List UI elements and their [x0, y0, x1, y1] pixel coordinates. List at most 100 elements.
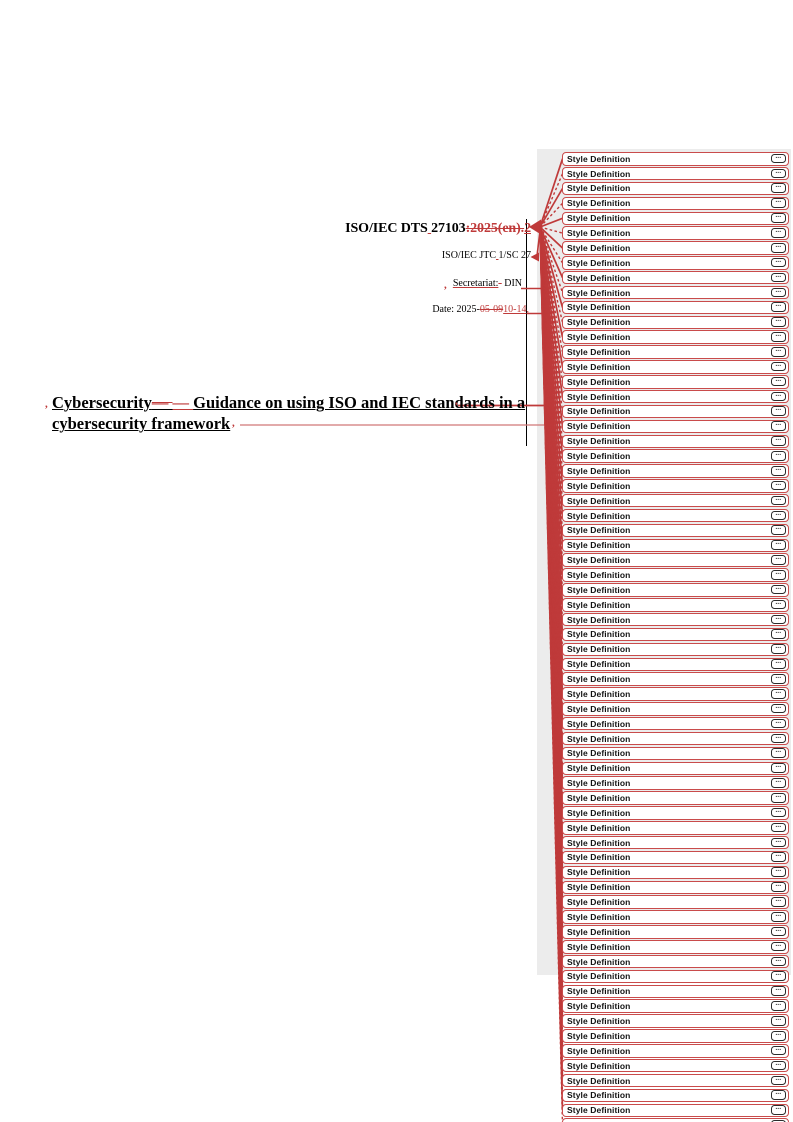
style-definition-balloon[interactable]: Style Definition...	[562, 1044, 789, 1058]
balloon-more-button[interactable]: ...	[771, 986, 786, 996]
balloon-more-button[interactable]: ...	[771, 242, 786, 253]
balloon-more-button[interactable]: ...	[771, 644, 786, 654]
style-definition-balloon[interactable]: Style Definition...	[562, 880, 789, 895]
style-definition-balloon[interactable]: Style Definition...	[562, 300, 789, 315]
balloon-more-button[interactable]: ...	[771, 1075, 786, 1086]
balloon-more-button[interactable]: ...	[771, 703, 786, 714]
balloon-more-button[interactable]: ...	[771, 792, 786, 803]
balloon-more-button[interactable]: ...	[771, 198, 786, 208]
style-definition-balloon[interactable]: Style Definition...	[562, 434, 789, 449]
balloon-more-button[interactable]: ...	[771, 748, 786, 759]
style-definition-balloon[interactable]: Style Definition...	[562, 226, 789, 240]
style-definition-balloon[interactable]: Style Definition...	[562, 612, 789, 627]
balloon-more-button[interactable]: ...	[771, 867, 786, 877]
balloon-more-button[interactable]: ...	[771, 525, 786, 536]
balloon-more-button[interactable]: ...	[771, 554, 786, 565]
style-definition-balloon[interactable]: Style Definition...	[562, 345, 789, 359]
balloon-more-button[interactable]: ...	[771, 1060, 786, 1071]
balloon-more-button[interactable]: ...	[771, 584, 786, 595]
style-definition-balloon[interactable]: Style Definition...	[562, 598, 789, 612]
style-definition-balloon[interactable]: Style Definition...	[562, 1014, 789, 1028]
style-definition-balloon[interactable]: Style Definition...	[562, 940, 789, 954]
balloon-more-button[interactable]: ...	[771, 510, 786, 521]
style-definition-balloon[interactable]: Style Definition...	[562, 954, 789, 969]
style-definition-balloon[interactable]: Style Definition...	[562, 746, 789, 761]
balloon-more-button[interactable]: ...	[771, 837, 786, 848]
balloon-more-button[interactable]: ...	[771, 658, 786, 669]
balloon-more-button[interactable]: ...	[771, 406, 786, 417]
style-definition-balloon[interactable]: Style Definition...	[562, 657, 789, 672]
balloon-more-button[interactable]: ...	[771, 614, 786, 625]
balloon-more-button[interactable]: ...	[771, 852, 786, 863]
style-definition-balloon[interactable]: Style Definition...	[562, 419, 789, 434]
balloon-more-button[interactable]: ...	[771, 807, 786, 818]
balloon-more-button[interactable]: ...	[771, 599, 786, 610]
style-definition-balloon[interactable]: Style Definition...	[562, 791, 789, 805]
balloon-more-button[interactable]: ...	[771, 1119, 786, 1122]
style-definition-balloon[interactable]: Style Definition...	[562, 538, 789, 553]
style-definition-balloon[interactable]: Style Definition...	[562, 687, 789, 701]
balloon-more-button[interactable]: ...	[771, 302, 786, 313]
style-definition-balloon[interactable]: Style Definition...	[562, 1103, 789, 1118]
style-definition-balloon[interactable]: Style Definition...	[562, 315, 789, 330]
style-definition-balloon[interactable]: Style Definition...	[562, 776, 789, 790]
style-definition-balloon[interactable]: Style Definition...	[562, 211, 789, 226]
style-definition-balloon[interactable]: Style Definition...	[562, 479, 789, 493]
style-definition-balloon[interactable]: Style Definition...	[562, 702, 789, 716]
style-definition-balloon[interactable]: Style Definition...	[562, 984, 789, 999]
style-definition-balloon[interactable]: Style Definition...	[562, 568, 789, 582]
balloon-more-button[interactable]: ...	[771, 822, 786, 833]
balloon-more-button[interactable]: ...	[771, 911, 786, 922]
balloon-more-button[interactable]: ...	[771, 183, 786, 194]
style-definition-balloon[interactable]: Style Definition...	[562, 404, 789, 419]
balloon-more-button[interactable]: ...	[771, 971, 786, 982]
style-definition-balloon[interactable]: Style Definition...	[562, 1058, 789, 1073]
balloon-more-button[interactable]: ...	[771, 1030, 786, 1041]
balloon-more-button[interactable]: ...	[771, 881, 786, 892]
style-definition-balloon[interactable]: Style Definition...	[562, 360, 789, 374]
balloon-more-button[interactable]: ...	[771, 1000, 786, 1011]
balloon-more-button[interactable]: ...	[771, 153, 786, 164]
style-definition-balloon[interactable]: Style Definition...	[562, 270, 789, 285]
balloon-more-button[interactable]: ...	[771, 376, 786, 387]
balloon-more-button[interactable]: ...	[771, 777, 786, 788]
balloon-more-button[interactable]: ...	[771, 1015, 786, 1026]
balloon-more-button[interactable]: ...	[771, 212, 786, 223]
style-definition-balloon[interactable]: Style Definition...	[562, 375, 789, 389]
style-definition-balloon[interactable]: Style Definition...	[562, 835, 789, 850]
balloon-more-button[interactable]: ...	[771, 762, 786, 773]
style-definition-balloon[interactable]: Style Definition...	[562, 850, 789, 865]
balloon-more-button[interactable]: ...	[771, 361, 786, 372]
style-definition-balloon[interactable]: Style Definition...	[562, 642, 789, 657]
style-definition-balloon[interactable]: Style Definition...	[562, 1118, 789, 1122]
balloon-more-button[interactable]: ...	[771, 1045, 786, 1056]
style-definition-balloon[interactable]: Style Definition...	[562, 152, 789, 166]
style-definition-balloon[interactable]: Style Definition...	[562, 285, 789, 300]
style-definition-balloon[interactable]: Style Definition...	[562, 241, 789, 255]
style-definition-balloon[interactable]: Style Definition...	[562, 672, 789, 686]
style-definition-balloon[interactable]: Style Definition...	[562, 523, 789, 538]
balloon-more-button[interactable]: ...	[771, 465, 786, 476]
balloon-more-button[interactable]: ...	[771, 450, 786, 461]
style-definition-balloon[interactable]: Style Definition...	[562, 1088, 789, 1103]
balloon-more-button[interactable]: ...	[771, 926, 786, 937]
balloon-more-button[interactable]: ...	[771, 1104, 786, 1115]
style-definition-balloon[interactable]: Style Definition...	[562, 969, 789, 984]
balloon-more-button[interactable]: ...	[771, 272, 786, 283]
style-definition-balloon[interactable]: Style Definition...	[562, 256, 789, 270]
style-definition-balloon[interactable]: Style Definition...	[562, 508, 789, 523]
style-definition-balloon[interactable]: Style Definition...	[562, 821, 789, 835]
style-definition-balloon[interactable]: Style Definition...	[562, 865, 789, 880]
style-definition-balloon[interactable]: Style Definition...	[562, 196, 789, 211]
style-definition-balloon[interactable]: Style Definition...	[562, 464, 789, 478]
style-definition-balloon[interactable]: Style Definition...	[562, 895, 789, 909]
balloon-more-button[interactable]: ...	[771, 480, 786, 491]
balloon-more-button[interactable]: ...	[771, 495, 786, 506]
style-definition-balloon[interactable]: Style Definition...	[562, 1073, 789, 1088]
balloon-more-button[interactable]: ...	[771, 896, 786, 907]
style-definition-balloon[interactable]: Style Definition...	[562, 583, 789, 597]
style-definition-balloon[interactable]: Style Definition...	[562, 166, 789, 181]
style-definition-balloon[interactable]: Style Definition...	[562, 389, 789, 404]
style-definition-balloon[interactable]: Style Definition...	[562, 181, 789, 196]
balloon-more-button[interactable]: ...	[771, 287, 786, 298]
